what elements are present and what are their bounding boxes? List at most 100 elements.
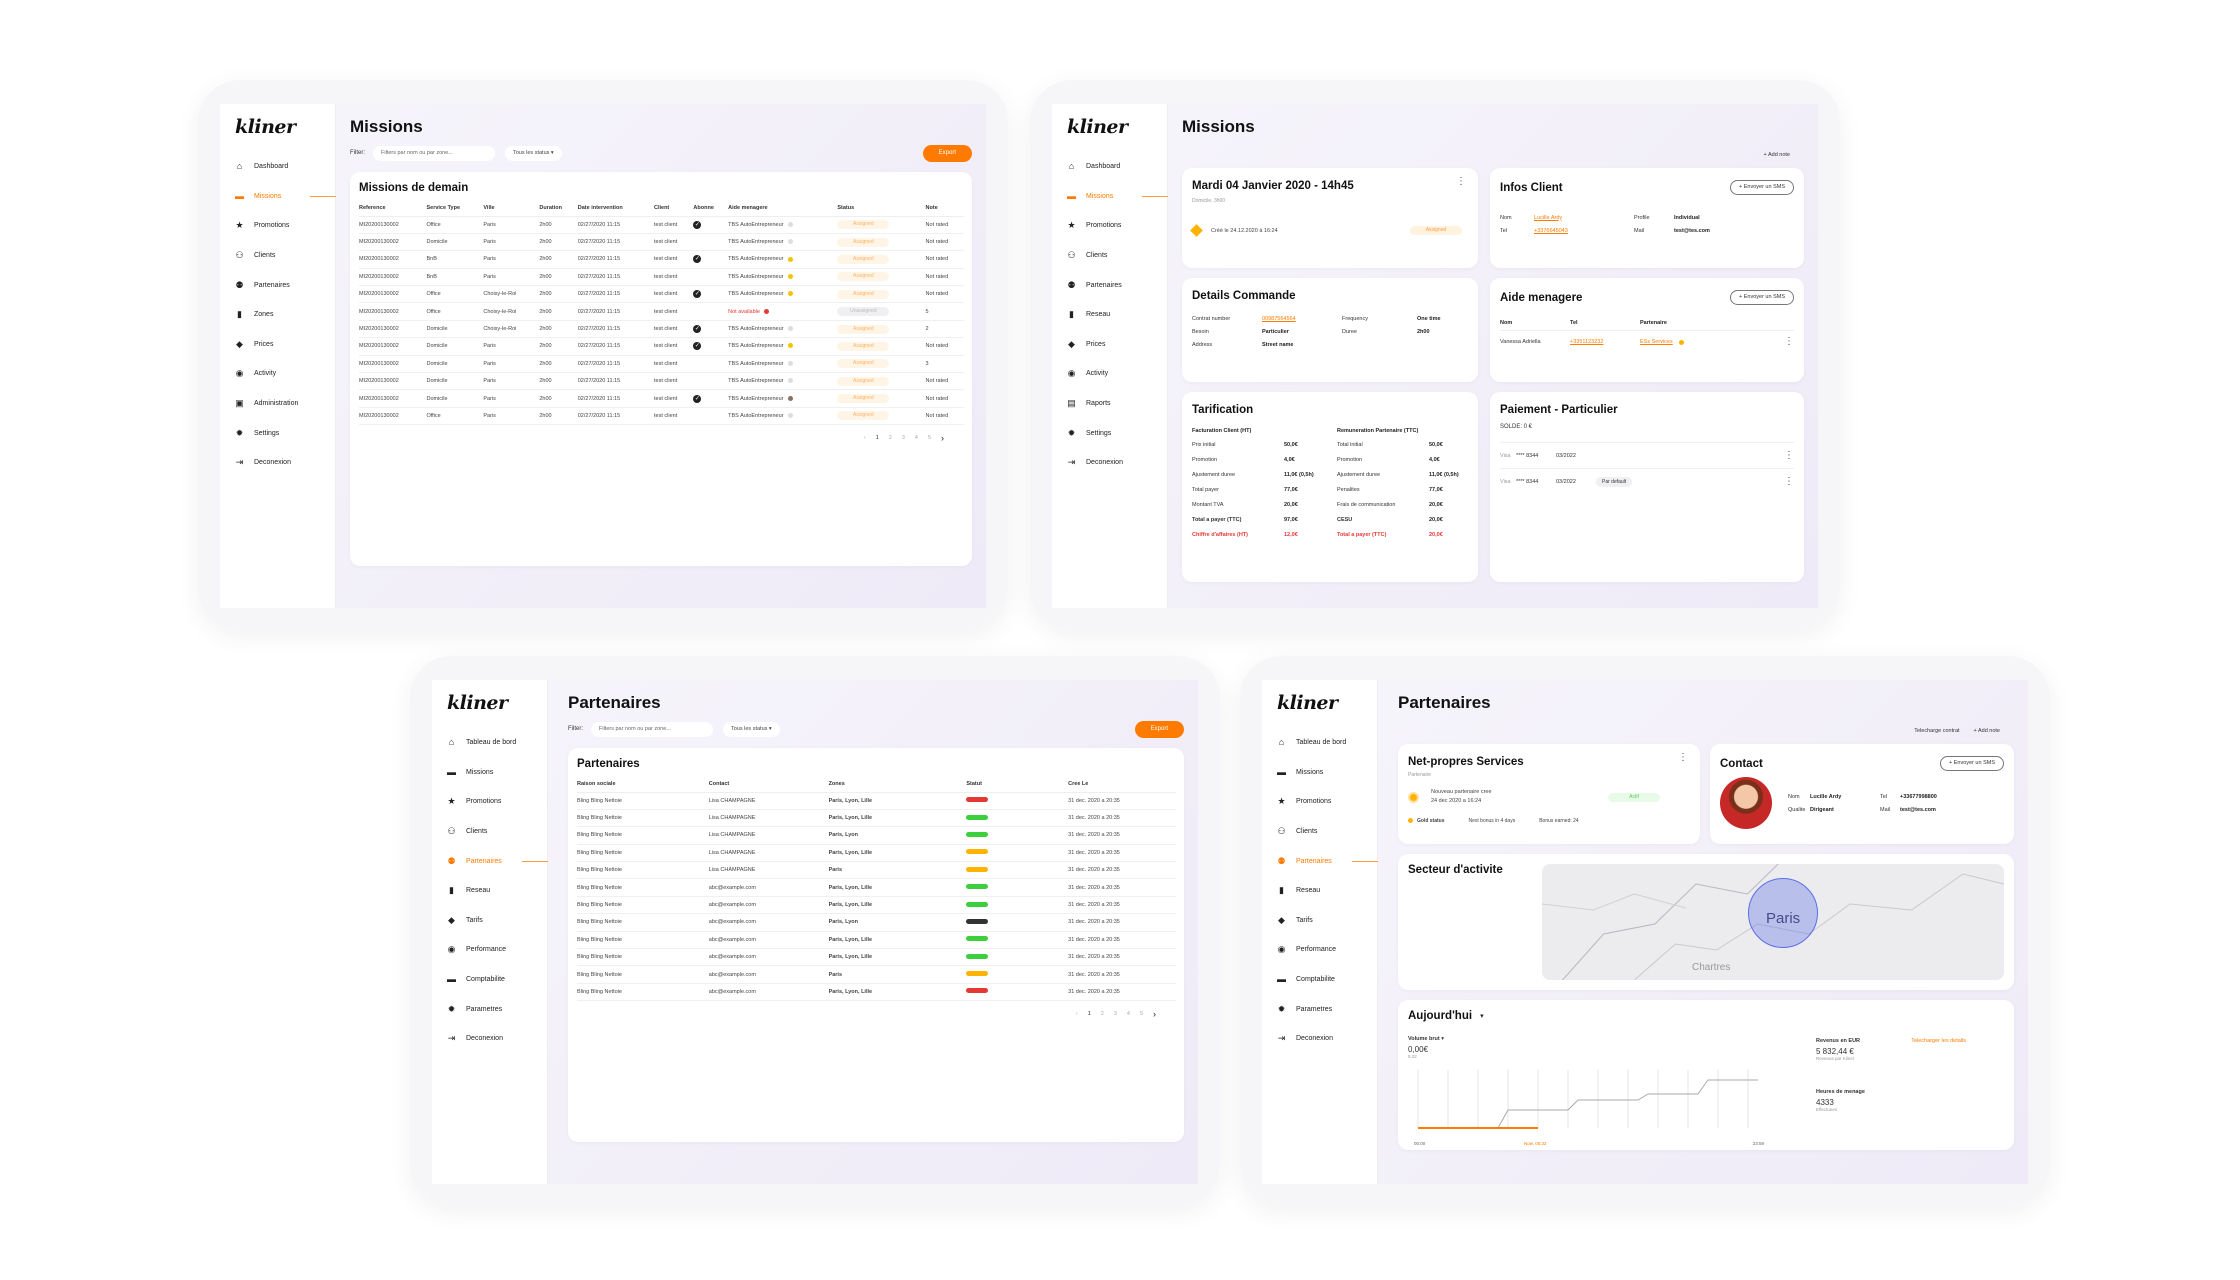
add-note-button[interactable]: + Add note — [1973, 728, 2000, 734]
column-header[interactable]: Reference — [359, 200, 427, 217]
table-row[interactable]: Bling Bling Nettoie abc@example.com Paris,… — [577, 948, 1176, 967]
sidebar-item-reseau[interactable]: ▮ Reseau — [1262, 876, 1377, 906]
column-header[interactable]: Service Type — [426, 200, 484, 217]
aide-phone-link[interactable]: +3351123232 — [1570, 339, 1604, 345]
export-button[interactable]: Export — [1134, 720, 1184, 738]
page-number[interactable]: 5 — [1139, 1011, 1143, 1018]
kliner-logo[interactable]: kliner — [235, 116, 296, 138]
client-name-link[interactable]: Lucille Ardy — [1534, 214, 1563, 221]
page-number[interactable]: 2 — [1100, 1011, 1104, 1018]
more-options-icon[interactable]: ⋮ — [1784, 449, 1794, 461]
sidebar-item-prices[interactable]: ◆ Prices — [1052, 330, 1167, 360]
status-select[interactable]: Tous les status ▾ — [723, 721, 780, 737]
column-header[interactable]: Statut — [966, 776, 1069, 793]
sidebar-item-clients[interactable]: ⚇ Clients — [1052, 241, 1167, 271]
page-number[interactable]: 3 — [901, 435, 905, 442]
table-row[interactable]: Bling Bling Nettoie Lisa CHAMPAGNE Paris, … — [577, 844, 1176, 863]
table-row[interactable]: MI20200130002 Office Choisy-le-Roi 2h00 02/2… — [359, 302, 964, 321]
sidebar-item-partenaires[interactable]: ⚉ Partenaires — [1262, 846, 1386, 876]
sidebar-item-activity[interactable]: ◉ Activity — [220, 359, 335, 389]
table-row[interactable]: MI20200130002 Domicile Paris 2h00 02/27/2020… — [359, 233, 964, 252]
table-row[interactable]: Bling Bling Nettoie abc@example.com Paris,… — [577, 913, 1176, 932]
table-row[interactable]: Bling Bling Nettoie Lisa CHAMPAGNE Paris, … — [577, 809, 1176, 828]
sidebar-item-zones[interactable]: ▮ Zones — [220, 300, 335, 330]
kliner-logo[interactable]: kliner — [1067, 116, 1128, 138]
sidebar-item-deconexion[interactable]: ⇥ Deconexion — [220, 448, 335, 478]
table-row[interactable]: MI20200130002 Domicile Paris 2h00 02/27/2020… — [359, 372, 964, 391]
sidebar-item-tarifs[interactable]: ◆ Tarifs — [1262, 906, 1377, 936]
sidebar-item-partenaires[interactable]: ⚉ Partenaires — [220, 270, 335, 300]
page-number[interactable]: 4 — [914, 435, 918, 442]
page-number[interactable]: 5 — [927, 435, 931, 442]
table-row[interactable]: MI20200130002 Office Choisy-le-Roi 2h00 02/2… — [359, 285, 964, 304]
sidebar-item-tarifs[interactable]: ◆ Tarifs — [432, 906, 547, 936]
sidebar-item-parametres[interactable]: ✹ Parametres — [432, 994, 547, 1024]
table-row[interactable]: Bling Bling Nettoie abc@example.com Paris,… — [577, 931, 1176, 950]
table-row[interactable]: Bling Bling Nettoie abc@example.com Paris,… — [577, 878, 1176, 897]
sidebar-item-comptabilite[interactable]: ▬ Comptabilite — [432, 965, 547, 995]
download-details-link[interactable]: Telecharger les details — [1911, 1038, 1966, 1044]
column-header[interactable]: Duration — [539, 200, 578, 217]
table-row[interactable]: MI20200130002 Office Paris 2h00 02/27/2020 1… — [359, 216, 964, 234]
sidebar-item-missions[interactable]: ▬ Missions — [432, 758, 547, 788]
table-row[interactable]: Bling Bling Nettoie abc@example.com Paris,… — [577, 896, 1176, 915]
sidebar-item-parametres[interactable]: ✹ Parametres — [1262, 994, 1377, 1024]
sidebar-item-clients[interactable]: ⚇ Clients — [220, 241, 335, 271]
aide-partner-link[interactable]: ESs Services — [1640, 339, 1673, 345]
more-options-icon[interactable]: ⋮ — [1784, 475, 1794, 487]
sidebar-item-settings[interactable]: ✹ Settings — [220, 418, 335, 448]
next-page-icon[interactable]: › — [941, 433, 944, 444]
more-options-icon[interactable]: ⋮ — [1456, 176, 1466, 187]
sidebar-item-performance[interactable]: ◉ Performance — [432, 935, 547, 965]
search-input[interactable]: Filters par nom ou par zone... — [591, 721, 713, 737]
sidebar-item-dashboard[interactable]: ⌂ Dashboard — [1052, 152, 1167, 182]
next-page-icon[interactable]: › — [1153, 1009, 1156, 1020]
payment-method-row[interactable]: Visa **** 8344 03/2022 ⋮ — [1500, 442, 1794, 468]
table-row[interactable]: MI20200130002 Domicile Paris 2h00 02/27/2020… — [359, 355, 964, 374]
table-row[interactable]: MI20200130002 Office Paris 2h00 02/27/2020 1… — [359, 407, 964, 426]
send-sms-button[interactable]: + Envoyer un SMS — [1729, 290, 1794, 305]
table-row[interactable]: MI20200130002 BnB Paris 2h00 02/27/2020 11:1… — [359, 268, 964, 287]
sidebar-item-performance[interactable]: ◉ Performance — [1262, 935, 1377, 965]
column-header[interactable]: Raison sociale — [577, 776, 709, 793]
send-sms-button[interactable]: + Envoyer un SMS — [1939, 756, 2004, 771]
table-row[interactable]: Bling Bling Nettoie abc@example.com Paris,… — [577, 983, 1176, 1002]
sidebar-item-activity[interactable]: ◉ Activity — [1052, 359, 1167, 389]
sidebar-item-prices[interactable]: ◆ Prices — [220, 330, 335, 360]
table-row[interactable]: MI20200130002 Domicile Paris 2h00 02/27/2020… — [359, 337, 964, 356]
sidebar-item-promotions[interactable]: ★ Promotions — [1052, 211, 1167, 241]
column-header[interactable]: Status — [837, 200, 926, 217]
column-header[interactable]: Abonne — [693, 200, 729, 217]
sidebar-item-raports[interactable]: ▤ Raports — [1052, 389, 1167, 419]
sidebar-item-partenaires[interactable]: ⚉ Partenaires — [1052, 270, 1167, 300]
column-header[interactable]: Ville — [483, 200, 540, 217]
sidebar-item-dashboard[interactable]: ⌂ Dashboard — [220, 152, 335, 182]
more-options-icon[interactable]: ⋮ — [1678, 752, 1688, 763]
sidebar-item-promotions[interactable]: ★ Promotions — [220, 211, 335, 241]
sidebar-item-clients[interactable]: ⚇ Clients — [432, 817, 547, 847]
sidebar-item-promotions[interactable]: ★ Promotions — [1262, 787, 1377, 817]
today-title[interactable]: Aujourd'hui — [1408, 1010, 1473, 1022]
page-number[interactable]: 3 — [1113, 1011, 1117, 1018]
sidebar-item-tableau-de-bord[interactable]: ⌂ Tableau de bord — [1262, 728, 1377, 758]
sidebar-item-clients[interactable]: ⚇ Clients — [1262, 817, 1377, 847]
page-number[interactable]: 2 — [888, 435, 892, 442]
caret-down-icon[interactable]: ▾ — [1441, 1036, 1444, 1042]
prev-page-icon[interactable]: ‹ — [863, 435, 866, 442]
page-number[interactable]: 1 — [875, 435, 879, 442]
sidebar-item-tableau-de-bord[interactable]: ⌂ Tableau de bord — [432, 728, 547, 758]
column-header[interactable]: Date intervention — [577, 200, 654, 217]
send-sms-button[interactable]: + Envoyer un SMS — [1729, 180, 1794, 195]
sidebar-item-missions[interactable]: ▬ Missions — [1052, 182, 1176, 212]
volume-label[interactable]: Volume brut — [1408, 1036, 1440, 1042]
kliner-logo[interactable]: kliner — [447, 692, 508, 714]
table-row[interactable]: Bling Bling Nettoie Lisa CHAMPAGNE Paris, … — [577, 826, 1176, 845]
client-phone-link[interactable]: +3376645043 — [1534, 227, 1568, 234]
table-row[interactable]: Bling Bling Nettoie Lisa CHAMPAGNE Paris, … — [577, 792, 1176, 810]
column-header[interactable]: Note — [925, 200, 964, 217]
table-row[interactable]: Bling Bling Nettoie Lisa CHAMPAGNE Paris 31… — [577, 861, 1176, 880]
sidebar-item-missions[interactable]: ▬ Missions — [220, 182, 344, 212]
status-select[interactable]: Tous les status ▾ — [505, 145, 562, 161]
table-row[interactable]: MI20200130002 Domicile Choisy-le-Roi 2h00 02… — [359, 320, 964, 339]
sidebar-item-administration[interactable]: ▣ Administration — [220, 389, 335, 419]
